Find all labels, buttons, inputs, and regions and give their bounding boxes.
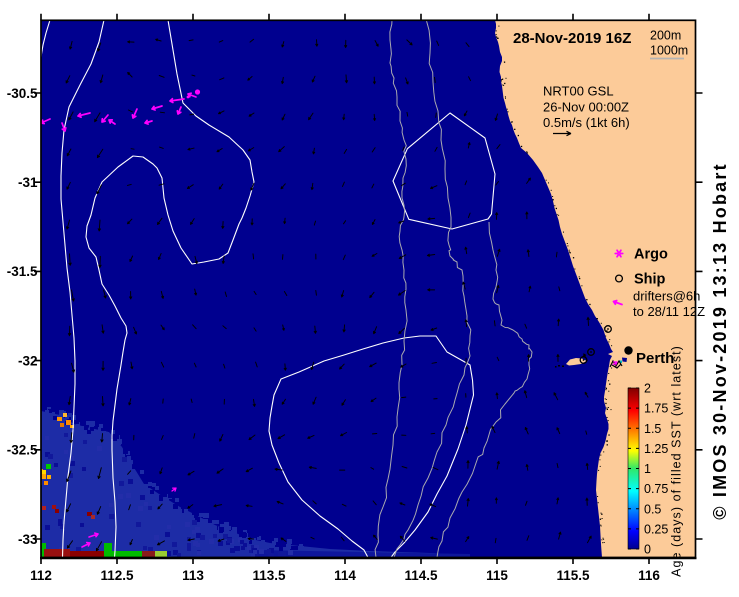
svg-text:-31: -31	[18, 175, 38, 190]
svg-text:1: 1	[644, 462, 651, 476]
svg-text:115.5: 115.5	[556, 568, 590, 583]
svg-text:0.75: 0.75	[644, 482, 668, 496]
svg-text:Perth: Perth	[636, 350, 674, 367]
svg-text:116: 116	[638, 568, 660, 583]
svg-text:26-Nov 00:00Z: 26-Nov 00:00Z	[543, 100, 629, 115]
svg-text:© IMOS 30-Nov-2019 13:13 Hobar: © IMOS 30-Nov-2019 13:13 Hobart	[710, 162, 730, 520]
svg-text:1000m: 1000m	[650, 44, 688, 58]
svg-text:-32.5: -32.5	[7, 443, 38, 458]
svg-text:Age (days) of filled SST (wrt: Age (days) of filled SST (wrt latest)	[670, 345, 684, 577]
svg-text:Argo: Argo	[634, 247, 668, 263]
svg-text:0.5m/s (1kt 6h): 0.5m/s (1kt 6h)	[543, 115, 630, 130]
svg-text:114.5: 114.5	[404, 568, 438, 583]
svg-text:0.25: 0.25	[644, 522, 668, 536]
svg-text:2: 2	[644, 382, 651, 396]
svg-text:1.5: 1.5	[644, 422, 661, 436]
svg-text:-32: -32	[18, 353, 38, 368]
svg-text:-31.5: -31.5	[7, 264, 38, 279]
svg-text:114: 114	[334, 568, 356, 583]
svg-text:1.75: 1.75	[644, 402, 668, 416]
svg-text:0: 0	[644, 543, 651, 557]
svg-text:Ship: Ship	[634, 272, 666, 288]
svg-text:0.5: 0.5	[644, 502, 661, 516]
svg-text:1.25: 1.25	[644, 442, 668, 456]
svg-text:113.5: 113.5	[252, 568, 286, 583]
svg-text:drifters@6h: drifters@6h	[633, 289, 700, 304]
svg-text:115: 115	[486, 568, 508, 583]
svg-text:-33: -33	[18, 532, 38, 547]
svg-text:NRT00 GSL: NRT00 GSL	[543, 84, 614, 99]
svg-text:113: 113	[182, 568, 204, 583]
svg-text:112: 112	[30, 568, 52, 583]
svg-text:28-Nov-2019 16Z: 28-Nov-2019 16Z	[513, 30, 631, 47]
svg-text:-30.5: -30.5	[7, 86, 38, 101]
svg-text:112.5: 112.5	[100, 568, 134, 583]
svg-text:200m: 200m	[650, 29, 681, 43]
svg-text:to 28/11 12Z: to 28/11 12Z	[633, 304, 705, 319]
